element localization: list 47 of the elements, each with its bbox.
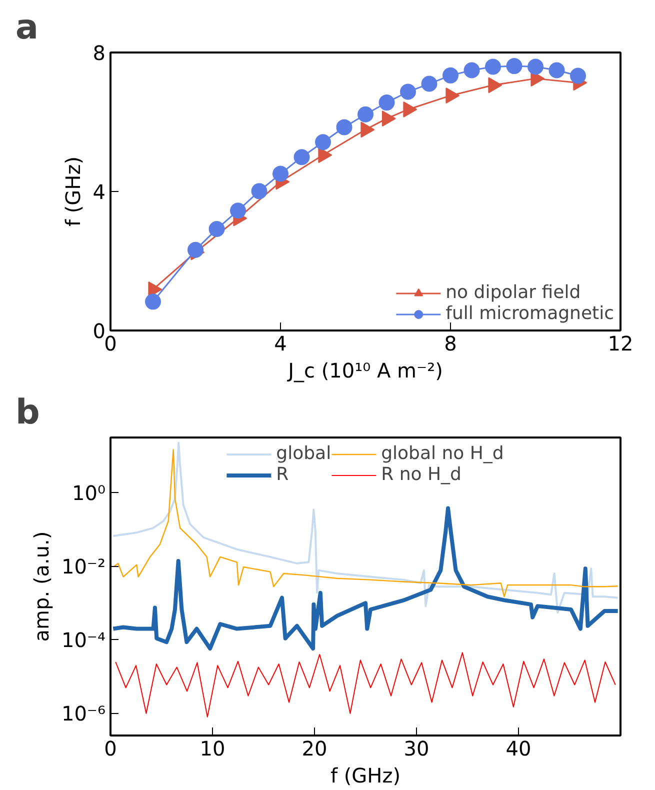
point (294, 149, 310, 166)
y-tick-label: 4 (92, 180, 106, 204)
legend-label: no dipolar field (446, 282, 581, 303)
x-tick-label: 30 (404, 736, 430, 760)
point (570, 68, 586, 84)
y-tick-label: 10⁻⁴ (61, 628, 106, 652)
x-tick-label: 8 (444, 332, 457, 356)
point (464, 62, 480, 78)
point (358, 106, 374, 122)
point (548, 62, 565, 78)
x-tick-label: 40 (506, 736, 532, 760)
point (528, 58, 544, 75)
point (315, 134, 331, 150)
y-axis-title: f (GHz) (60, 156, 85, 227)
point (208, 221, 225, 238)
point (400, 84, 416, 100)
point (442, 67, 458, 84)
point (188, 242, 204, 258)
x-tick-label: 10 (200, 736, 226, 760)
point (421, 76, 438, 92)
y-tick-label: 10⁰ (72, 480, 106, 505)
legend-label: R no H_d (381, 464, 462, 485)
legend-label: full micromagnetic (446, 303, 614, 324)
point (272, 166, 288, 182)
text: a (16, 8, 38, 48)
point (145, 294, 161, 310)
line-series (115, 652, 616, 718)
point (230, 202, 246, 219)
legend-label: R (276, 464, 290, 485)
x-axis-title: J_c (10¹⁰ A m⁻²) (286, 358, 443, 382)
point (251, 183, 268, 200)
x-tick-label: 12 (608, 332, 634, 356)
line-series (111, 506, 620, 651)
point (485, 58, 501, 75)
legend-label: global (276, 443, 332, 464)
y-tick-label: 8 (92, 41, 106, 65)
y-tick-label: 10⁻² (61, 554, 106, 578)
x-tick-label: 4 (274, 332, 287, 356)
text: b (16, 392, 40, 432)
point (336, 119, 352, 136)
point (506, 58, 522, 74)
legend-label: global no H_d (381, 443, 504, 464)
x-axis-title: f (GHz) (330, 764, 401, 788)
x-tick-label: 20 (302, 736, 328, 760)
y-axis-title: amp. (a.u.) (29, 531, 54, 642)
point (378, 94, 395, 111)
y-tick-label: 10⁻⁶ (61, 701, 106, 726)
